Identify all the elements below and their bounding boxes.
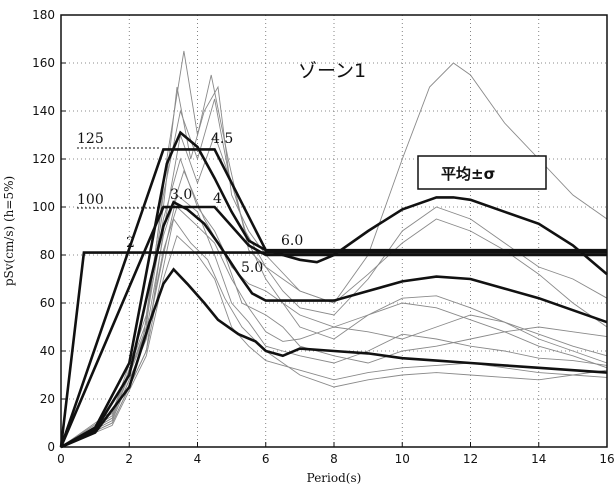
record-line-1: [60, 62, 608, 448]
annotation-4-5: 4.5: [211, 131, 233, 147]
y-tick-label-40: 40: [40, 344, 55, 358]
record-line-9: [60, 98, 608, 448]
x-tick-label-8: 8: [330, 452, 338, 466]
annotation-125: 125: [77, 131, 104, 147]
record-line-6: [60, 157, 608, 448]
y-tick-label-140: 140: [32, 104, 55, 118]
record-line-7: [60, 169, 608, 448]
y-tick-label-180: 180: [32, 8, 55, 22]
annotation-100: 100: [77, 192, 104, 208]
x-tick-label-10: 10: [395, 452, 410, 466]
legend-label: 平均±σ: [441, 165, 495, 183]
annotation-4: 4: [213, 191, 222, 207]
record-line-5: [60, 234, 608, 448]
y-tick-label-0: 0: [47, 440, 55, 454]
y-tick-label-120: 120: [32, 152, 55, 166]
record-line-10: [60, 206, 608, 448]
y-tick-label-80: 80: [40, 248, 55, 262]
y-tick-label-60: 60: [40, 296, 55, 310]
x-tick-label-16: 16: [599, 452, 614, 466]
x-tick-label-12: 12: [463, 452, 478, 466]
y-tick-label-20: 20: [40, 392, 55, 406]
x-tick-label-14: 14: [531, 452, 546, 466]
record-line-2: [60, 50, 608, 448]
mean-plus-sigma-line: [60, 130, 608, 449]
annotation-3-0: 3.0: [170, 187, 192, 203]
x-tick-label-4: 4: [194, 452, 202, 466]
design-spectrum-lines: [59, 148, 607, 448]
annotation-2: 2: [126, 235, 135, 251]
chart-title: ゾーン1: [298, 60, 366, 82]
mean-line: [60, 200, 608, 449]
annotation-5-0: 5.0: [241, 260, 263, 276]
record-line-8: [60, 217, 608, 448]
individual-record-lines: [60, 50, 608, 448]
y-tick-label-100: 100: [32, 200, 55, 214]
x-axis-title: Period(s): [307, 471, 362, 485]
design-spectrum-line-100: [59, 205, 607, 448]
mean-sigma-lines: [60, 130, 608, 449]
x-tick-label-2: 2: [125, 452, 133, 466]
design-spectrum-line-125: [59, 148, 607, 448]
annotation-6-0: 6.0: [281, 233, 303, 249]
mean-minus-sigma-line: [60, 267, 608, 449]
x-tick-label-0: 0: [57, 452, 65, 466]
design-spectrum-line-2: [59, 251, 607, 448]
legend-box: 平均±σ: [417, 155, 547, 190]
x-tick-label-6: 6: [262, 452, 270, 466]
y-tick-label-160: 160: [32, 56, 55, 70]
y-axis-title: pSv(cm/s) (h=5%): [2, 176, 16, 286]
legend-frame: [417, 155, 547, 190]
